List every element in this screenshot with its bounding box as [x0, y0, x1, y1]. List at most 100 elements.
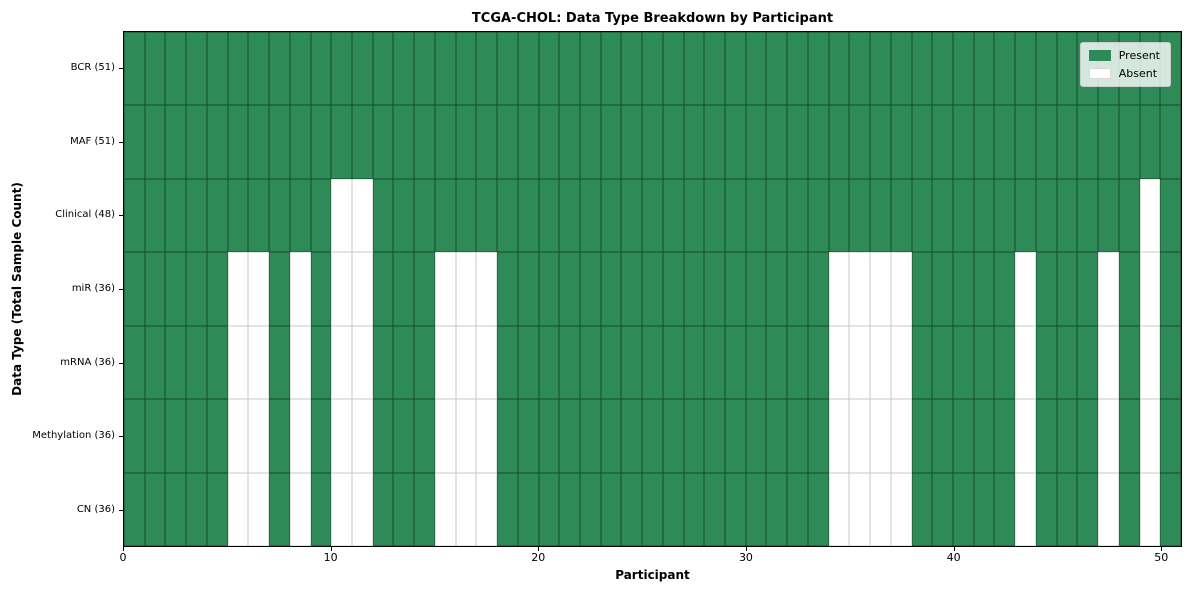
heatmap-cell [849, 399, 871, 473]
heatmap-cell [206, 178, 228, 253]
heatmap-cell [890, 325, 912, 400]
heatmap-cell [289, 32, 311, 106]
heatmap-cell [704, 472, 726, 546]
heatmap-cell [124, 178, 145, 253]
x-tick-label: 20 [531, 551, 546, 564]
heatmap-cell [1139, 178, 1161, 253]
heatmap-cell [621, 105, 643, 179]
heatmap-cell [289, 399, 311, 473]
legend: Present Absent [1079, 42, 1171, 87]
heatmap-cell [1035, 325, 1057, 400]
heatmap-cell [538, 32, 560, 106]
heatmap-cell [849, 472, 871, 546]
heatmap-cell [683, 105, 705, 179]
heatmap-cell [559, 32, 580, 106]
heatmap-cell [331, 325, 352, 400]
y-tick-label: BCR (51) [70, 61, 115, 73]
heatmap-cell [642, 105, 663, 179]
heatmap-cell [124, 105, 145, 179]
heatmap-cell [206, 32, 228, 106]
heatmap-cell [186, 178, 207, 253]
heatmap-cell [953, 32, 974, 106]
heatmap-cell [289, 178, 311, 253]
heatmap-cell [870, 399, 891, 473]
heatmap-cell [538, 105, 560, 179]
heatmap-cell [497, 105, 518, 179]
heatmap-cell [310, 399, 332, 473]
heatmap-cell [372, 472, 394, 546]
heatmap-cell [725, 252, 746, 326]
heatmap-cell [994, 472, 1016, 546]
heatmap-cell [393, 252, 415, 326]
heatmap-cell [351, 105, 373, 179]
heatmap-cell [434, 178, 456, 253]
heatmap-cell [725, 399, 746, 473]
heatmap-cell [849, 105, 871, 179]
heatmap-cell [890, 105, 912, 179]
heatmap-cell [434, 252, 456, 326]
heatmap-cell [144, 32, 166, 106]
y-tick-mark [119, 288, 123, 290]
heatmap-cell [455, 325, 477, 400]
heatmap-cell [476, 105, 498, 179]
heatmap-cell [621, 252, 643, 326]
heatmap-cell [1160, 472, 1181, 546]
heatmap-cell [331, 32, 352, 106]
heatmap-cell [1139, 399, 1161, 473]
heatmap-cell [787, 399, 808, 473]
heatmap-cell [1035, 105, 1057, 179]
heatmap-cell [953, 252, 974, 326]
heatmap-cell [725, 32, 746, 106]
heatmap-cell [1098, 399, 1119, 473]
heatmap-cell [206, 325, 228, 400]
heatmap-cell [351, 252, 373, 326]
heatmap-cell [1118, 472, 1140, 546]
heatmap-cell [331, 399, 352, 473]
absent-swatch-icon [1088, 68, 1111, 79]
heatmap-cell [289, 105, 311, 179]
x-tick-label: 30 [738, 551, 753, 564]
heatmap-cell [973, 178, 995, 253]
heatmap-cell [559, 252, 580, 326]
heatmap-cell [351, 178, 373, 253]
heatmap-cell [497, 325, 518, 400]
heatmap-cell [932, 32, 954, 106]
heatmap-cell [870, 178, 891, 253]
heatmap-cell [973, 252, 995, 326]
heatmap-cell [476, 252, 498, 326]
heatmap-cell [497, 252, 518, 326]
heatmap-cell [414, 472, 435, 546]
heatmap-cell [517, 472, 539, 546]
heatmap-cell [414, 105, 435, 179]
heatmap-cell [725, 325, 746, 400]
heatmap-cell [579, 472, 601, 546]
heatmap-cell [704, 32, 726, 106]
heatmap-cell [559, 178, 580, 253]
heatmap-cell [1098, 105, 1119, 179]
heatmap-cell [745, 252, 767, 326]
heatmap-cell [206, 252, 228, 326]
y-tick-mark [119, 214, 123, 216]
heatmap-cell [351, 472, 373, 546]
heatmap-cell [144, 399, 166, 473]
heatmap-cell [372, 325, 394, 400]
heatmap-cell [1035, 252, 1057, 326]
heatmap-cell [849, 178, 871, 253]
heatmap-cell [1015, 32, 1036, 106]
heatmap-cell [683, 472, 705, 546]
legend-label-absent: Absent [1118, 67, 1158, 80]
heatmap-cell [538, 178, 560, 253]
heatmap-cell [227, 32, 249, 106]
heatmap-cell [911, 252, 933, 326]
heatmap-cell [372, 252, 394, 326]
heatmap-cell [1015, 472, 1036, 546]
heatmap-cell [269, 399, 290, 473]
heatmap-cell [994, 325, 1016, 400]
heatmap-cell [144, 105, 166, 179]
heatmap-cell [911, 325, 933, 400]
heatmap-cell [1118, 178, 1140, 253]
heatmap-cell [1077, 399, 1099, 473]
heatmap-cell [1139, 105, 1161, 179]
heatmap-cell [289, 252, 311, 326]
heatmap-cell [559, 399, 580, 473]
